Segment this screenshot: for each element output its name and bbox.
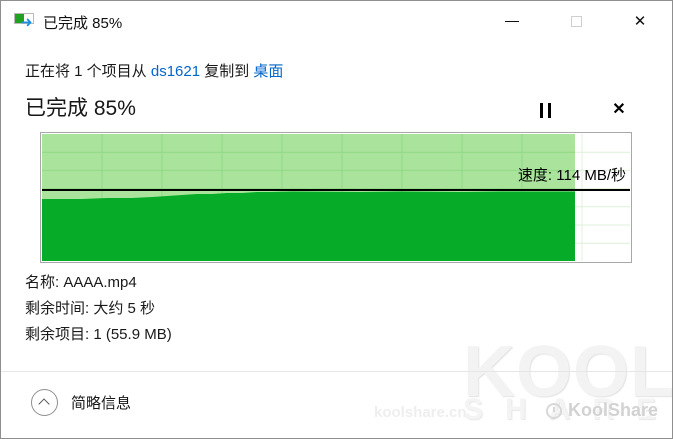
copy-status-line: 正在将 1 个项目从 ds1621 复制到 桌面 [25,60,283,81]
destination-folder-link[interactable]: 桌面 [253,63,284,80]
copy-dialog-icon: ➜ [14,12,38,32]
transfer-speed-chart[interactable]: 速度: 114 MB/秒 [40,132,632,263]
fewer-details-toggle[interactable]: 简略信息 [31,389,131,416]
window-title: 已完成 85% [43,15,123,32]
detail-file-name: 名称: AAAA.mp4 [25,274,137,291]
maximize-button[interactable] [544,1,608,41]
copy-arrow-icon: ➜ [20,14,33,31]
copy-frame-icon [14,13,34,24]
watermark-share: SHARE [463,393,673,426]
watermark-logo-text: KoolShare [568,400,659,420]
copy-green-square-icon [15,14,24,23]
window-controls: ✕ [480,1,672,41]
watermark-site-url: koolshare.cn [374,404,467,421]
close-icon: ✕ [633,12,647,30]
pause-icon [539,102,551,118]
titlebar[interactable]: ➜ 已完成 85% ✕ [1,1,672,41]
close-button[interactable]: ✕ [608,1,672,41]
footer-separator [1,371,672,372]
chevron-up-icon [31,389,58,416]
minimize-icon [505,20,519,22]
copy-status-middle: 复制到 [200,63,254,80]
koolshare-clock-icon [546,402,562,419]
cancel-copy-button[interactable]: ✕ [603,95,635,125]
maximize-icon [570,15,582,27]
transfer-speed-chart-svg [42,134,630,261]
detail-time-remaining: 剩余时间: 大约 5 秒 [25,300,156,317]
source-folder-link[interactable]: ds1621 [150,63,201,80]
watermark-logo: KoolShare [546,400,658,421]
speed-label: 速度: 114 MB/秒 [517,167,626,184]
cancel-icon: ✕ [612,101,626,118]
transfer-details: 名称: AAAA.mp4 剩余时间: 大约 5 秒 剩余项目: 1 (55.9 … [25,270,172,348]
progress-headline: 已完成 85% [25,97,136,120]
pause-button[interactable] [529,95,561,125]
watermark-kool: KOOL [463,332,673,412]
fewer-details-label: 简略信息 [71,395,132,412]
minimize-button[interactable] [480,1,544,41]
copy-status-prefix: 正在将 1 个项目从 [25,63,151,80]
detail-items-remaining: 剩余项目: 1 (55.9 MB) [25,326,172,343]
